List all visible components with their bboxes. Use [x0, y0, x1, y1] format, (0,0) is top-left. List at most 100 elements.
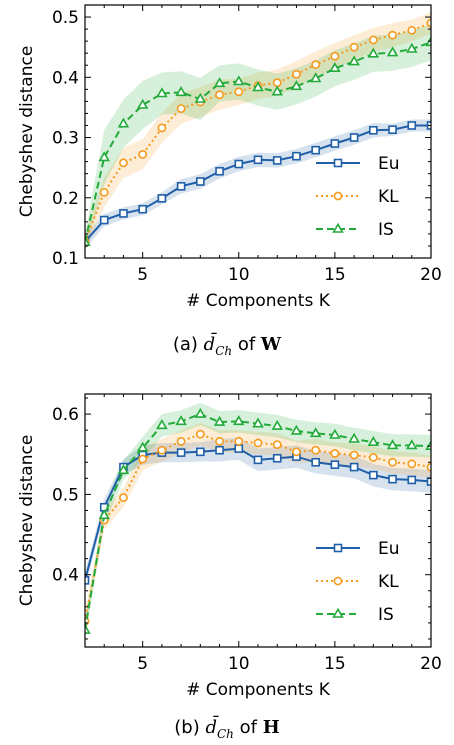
data-point-is: [233, 75, 245, 86]
data-point-kl: [215, 90, 224, 100]
panel-b: 5 10 15 20 0.4 0.5 0.6 # Components K Chebyshev …: [17, 393, 442, 741]
data-point-is: [98, 151, 110, 162]
figure-caption: (a) d̄Ch of W: [173, 331, 282, 358]
data-point-is: [290, 424, 303, 435]
legend-marker-eu: [333, 543, 343, 553]
legend-marker-is: [332, 607, 344, 618]
data-point-is: [136, 441, 149, 452]
legend-marker-kl: [333, 191, 343, 201]
x-tick-label: 15: [324, 654, 346, 674]
y-tick-label: 0.6: [52, 405, 79, 425]
figure-caption: (b) d̄Ch of H: [174, 714, 279, 741]
data-point-is: [85, 623, 91, 634]
data-point-eu: [119, 209, 128, 218]
data-point-eu: [99, 215, 109, 225]
data-point-is: [175, 86, 187, 97]
data-point-eu: [253, 455, 263, 465]
data-point-is: [309, 72, 322, 83]
caption-matrix: H: [263, 717, 280, 738]
data-point-kl: [215, 436, 224, 446]
data-point-is: [329, 428, 341, 439]
data-point-kl: [311, 445, 321, 455]
caption-prefix: (a): [173, 334, 204, 355]
y-tick-label: 0.4: [52, 566, 79, 586]
y-tick-label: 0.4: [52, 68, 79, 88]
data-point-kl: [138, 149, 148, 159]
data-point-kl: [388, 457, 397, 467]
caption-subscript: Ch: [217, 727, 234, 741]
data-point-is: [406, 42, 418, 53]
data-point-is: [271, 419, 283, 430]
data-point-kl: [330, 449, 340, 458]
data-point-eu: [196, 447, 205, 457]
data-point-eu: [349, 133, 359, 142]
y-tick-label: 0.1: [52, 249, 79, 269]
data-point-kl: [195, 429, 205, 439]
data-point-eu: [388, 474, 397, 484]
caption-mid: of: [234, 717, 263, 738]
data-point-is: [175, 415, 187, 426]
x-tick-label: 20: [420, 265, 442, 285]
data-point-kl: [292, 69, 301, 79]
x-tick-label: 5: [137, 265, 148, 285]
data-point-is: [233, 415, 245, 426]
band-is: [85, 24, 431, 252]
legend-label-eu: Eu: [378, 154, 400, 174]
legend-label-is: IS: [378, 605, 394, 625]
data-point-kl: [272, 78, 282, 88]
data-point-is: [309, 427, 322, 438]
data-point-is: [386, 439, 399, 450]
data-point-eu: [330, 139, 340, 148]
y-tick-label: 0.5: [52, 8, 79, 28]
y-axis-title: Chebyshev distance: [17, 46, 37, 218]
data-point-kl: [99, 187, 109, 197]
data-point-eu: [369, 125, 378, 135]
data-point-kl: [176, 436, 186, 446]
data-point-kl: [157, 445, 167, 455]
data-point-is: [367, 47, 380, 58]
data-point-kl: [349, 42, 359, 52]
data-point-kl: [388, 30, 397, 40]
y-tick-label: 0.3: [52, 129, 79, 149]
data-point-kl: [407, 459, 417, 469]
data-point-is: [406, 439, 418, 450]
data-point-is: [156, 419, 168, 430]
data-point-is: [252, 417, 264, 428]
data-point-eu: [138, 204, 147, 214]
data-point-eu: [176, 448, 186, 457]
data-point-eu: [196, 177, 205, 186]
data-point-eu: [330, 460, 340, 469]
data-point-is: [156, 87, 168, 98]
x-tick-label: 15: [324, 265, 346, 285]
caption-symbol: d̄: [205, 714, 219, 738]
x-axis-title: # Components K: [186, 291, 331, 311]
x-tick-label: 10: [228, 265, 250, 285]
data-point-eu: [272, 156, 282, 165]
data-point-eu: [176, 182, 186, 191]
caption-mid: of: [232, 334, 261, 355]
data-point-eu: [311, 145, 320, 155]
data-point-eu: [426, 477, 431, 486]
data-point-kl: [253, 438, 263, 448]
data-point-kl: [119, 493, 128, 503]
data-point-eu: [234, 159, 244, 169]
data-point-kl: [292, 447, 301, 457]
plot-area: [85, 12, 431, 252]
data-point-is: [85, 236, 91, 247]
caption-prefix: (b): [174, 717, 205, 738]
data-point-kl: [368, 35, 378, 45]
data-point-is: [98, 509, 110, 520]
legend-marker-eu: [333, 158, 343, 168]
data-point-is: [194, 92, 207, 103]
data-point-eu: [215, 445, 224, 455]
data-point-eu: [253, 155, 263, 165]
data-point-eu: [407, 475, 417, 485]
data-point-eu: [388, 125, 397, 134]
data-point-eu: [215, 166, 224, 176]
data-point-kl: [157, 123, 167, 133]
data-point-is: [194, 407, 207, 418]
x-tick-label: 10: [228, 654, 250, 674]
data-point-kl: [368, 453, 378, 462]
data-point-eu: [349, 462, 359, 472]
